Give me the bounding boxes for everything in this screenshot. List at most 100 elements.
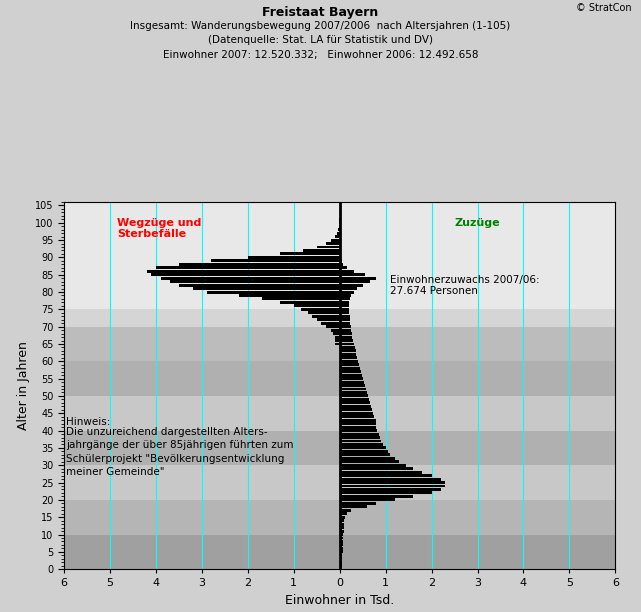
Bar — [340, 297, 350, 300]
Text: © StratCon: © StratCon — [576, 3, 631, 13]
Bar — [340, 283, 363, 286]
Bar — [340, 439, 381, 442]
Bar — [340, 270, 354, 273]
Bar — [340, 498, 395, 501]
Bar — [340, 277, 376, 280]
Bar — [340, 280, 370, 283]
Bar — [335, 339, 340, 342]
Bar — [340, 429, 378, 432]
Bar — [280, 301, 340, 304]
Bar — [179, 263, 340, 266]
Bar — [340, 377, 363, 380]
Bar — [64, 534, 615, 569]
Bar — [340, 259, 342, 263]
Bar — [340, 502, 376, 505]
Bar — [335, 343, 340, 345]
Bar — [340, 339, 353, 342]
Bar — [340, 256, 341, 259]
Bar — [340, 353, 356, 356]
Bar — [340, 335, 352, 338]
Text: Zuzüge: Zuzüge — [454, 217, 500, 228]
Bar — [340, 349, 356, 353]
Bar — [340, 422, 376, 425]
Bar — [340, 495, 413, 498]
Bar — [340, 387, 367, 390]
Bar — [340, 301, 349, 304]
Bar — [340, 395, 368, 397]
Bar — [335, 335, 340, 338]
Bar — [340, 491, 431, 494]
Bar — [340, 315, 350, 318]
Bar — [147, 270, 340, 273]
Bar — [179, 283, 340, 286]
Bar — [340, 464, 406, 467]
Bar — [238, 294, 340, 297]
Bar — [340, 374, 362, 376]
Bar — [335, 235, 340, 238]
Bar — [333, 332, 340, 335]
Bar — [312, 315, 340, 318]
Bar — [308, 312, 340, 315]
Bar — [64, 431, 615, 465]
Bar — [340, 474, 431, 477]
Text: Wegzüge und
Sterbefälle: Wegzüge und Sterbefälle — [117, 217, 201, 239]
X-axis label: Einwohner in Tsd.: Einwohner in Tsd. — [285, 594, 394, 606]
Bar — [340, 384, 365, 387]
Bar — [340, 391, 367, 394]
Bar — [340, 488, 441, 491]
Bar — [64, 361, 615, 396]
Bar — [340, 294, 351, 297]
Bar — [340, 485, 445, 488]
Bar — [340, 436, 380, 439]
Bar — [340, 401, 370, 405]
Y-axis label: Alter in Jahren: Alter in Jahren — [17, 341, 29, 430]
Bar — [340, 512, 347, 515]
Bar — [340, 450, 388, 453]
Bar — [340, 564, 342, 567]
Bar — [340, 308, 349, 311]
Bar — [340, 446, 386, 449]
Bar — [340, 526, 344, 529]
Bar — [340, 433, 379, 436]
Bar — [340, 266, 347, 269]
Bar — [340, 550, 344, 553]
Bar — [262, 297, 340, 300]
Bar — [340, 405, 371, 408]
Bar — [339, 222, 340, 224]
Bar — [340, 471, 422, 474]
Bar — [340, 416, 374, 418]
Bar — [340, 346, 355, 349]
Bar — [340, 381, 363, 384]
Bar — [321, 322, 340, 325]
Bar — [340, 506, 367, 509]
Bar — [331, 239, 340, 242]
Bar — [340, 426, 376, 428]
Text: Insgesamt: Wanderungsbewegung 2007/2006  nach Altersjahren (1-105): Insgesamt: Wanderungsbewegung 2007/2006 … — [130, 21, 511, 31]
Bar — [294, 304, 340, 307]
Bar — [340, 554, 342, 557]
Text: Hinweis:: Hinweis: — [67, 417, 111, 427]
Bar — [340, 561, 342, 564]
Bar — [331, 329, 340, 332]
Bar — [340, 343, 354, 345]
Bar — [340, 509, 351, 512]
Bar — [337, 232, 340, 234]
Text: Die unzureichend dargestellten Alters-
jahrgänge der über 85jährigen führten zum: Die unzureichend dargestellten Alters- j… — [67, 427, 294, 477]
Bar — [340, 540, 344, 543]
Bar — [206, 291, 340, 294]
Bar — [340, 558, 342, 560]
Bar — [340, 547, 344, 550]
Bar — [340, 443, 383, 446]
Bar — [340, 356, 357, 359]
Bar — [64, 327, 615, 361]
Bar — [340, 364, 359, 366]
Bar — [340, 312, 349, 315]
Bar — [326, 325, 340, 328]
Bar — [64, 396, 615, 431]
Bar — [340, 467, 413, 470]
Bar — [64, 202, 615, 309]
Bar — [64, 500, 615, 534]
Bar — [248, 256, 340, 259]
Bar — [340, 370, 361, 373]
Bar — [340, 419, 376, 422]
